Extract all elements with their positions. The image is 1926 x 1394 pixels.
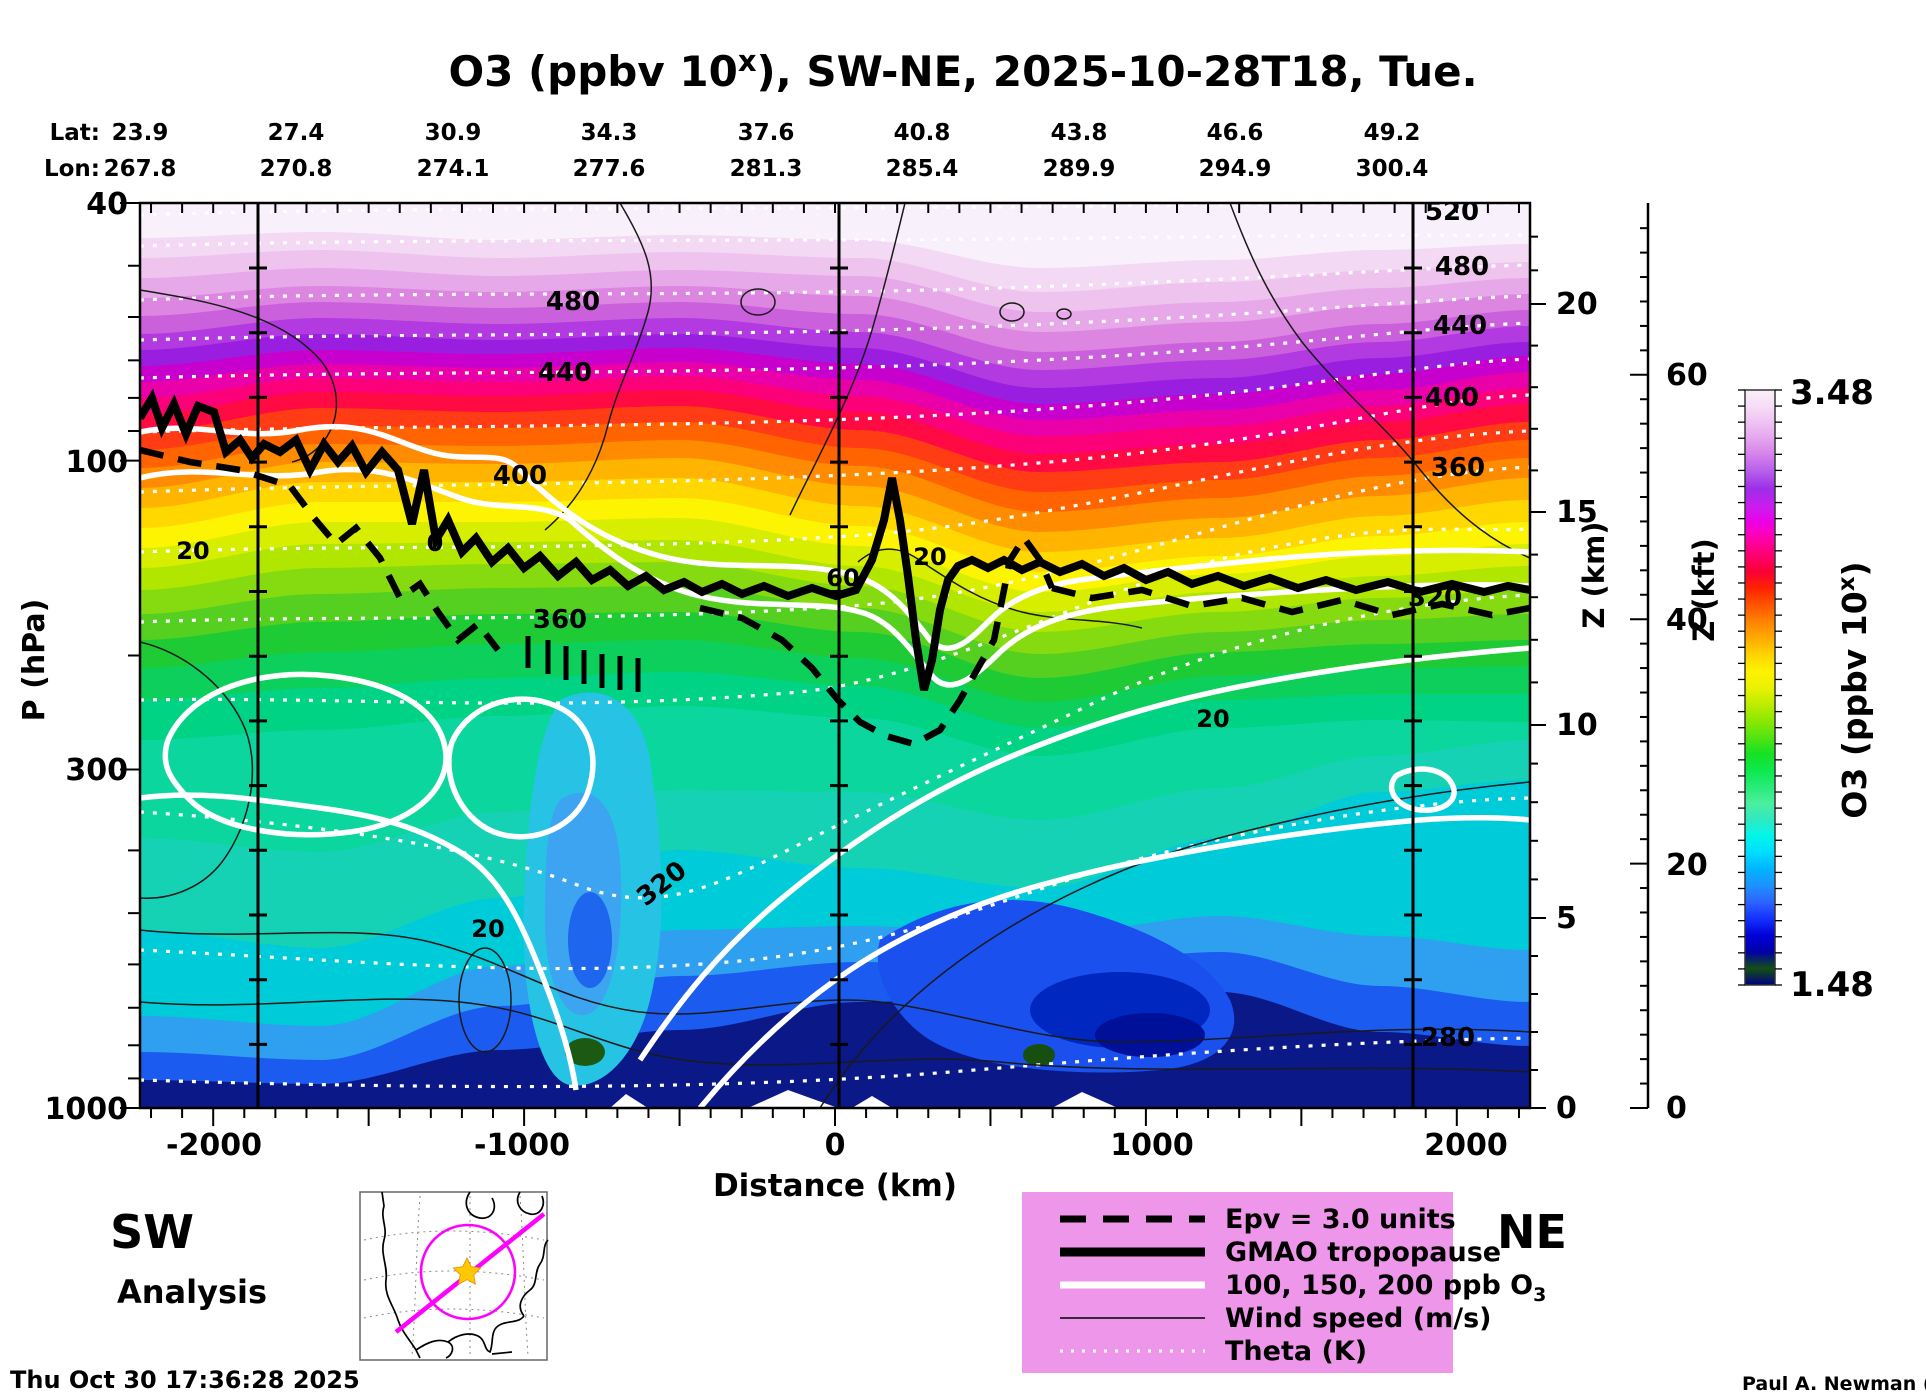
- svg-text:360: 360: [1431, 453, 1485, 483]
- lon-value: 277.6: [573, 156, 646, 182]
- svg-text:320: 320: [1408, 583, 1462, 613]
- colorbar-max: 3.48: [1790, 373, 1874, 413]
- legend-wind: Wind speed (m/s): [1225, 1303, 1491, 1334]
- theta-contours: [140, 203, 1530, 1089]
- colorbar-title: O3 (ppbv 10x): [1834, 561, 1874, 818]
- lat-value: 30.9: [425, 120, 482, 146]
- svg-text:0: 0: [427, 529, 444, 557]
- svg-text:400: 400: [1425, 383, 1479, 413]
- lat-value: 46.6: [1207, 120, 1264, 146]
- lon-value: 300.4: [1356, 156, 1429, 182]
- svg-text:100: 100: [65, 445, 128, 480]
- svg-text:40: 40: [1666, 603, 1708, 638]
- lon-value: 267.8: [104, 156, 177, 182]
- legend-epv: Epv = 3.0 units: [1225, 1204, 1456, 1235]
- lon-value: 294.9: [1199, 156, 1272, 182]
- svg-text:480: 480: [1435, 252, 1489, 282]
- lat-label: Lat:: [50, 120, 100, 146]
- svg-text:0: 0: [1666, 1091, 1687, 1126]
- lat-value: 34.3: [581, 120, 638, 146]
- svg-text:20: 20: [176, 537, 209, 565]
- svg-text:20: 20: [1196, 705, 1229, 733]
- svg-text:40: 40: [86, 187, 128, 222]
- lat-lon-header: Lat: Lon: 23.9 27.4 30.9 34.3 37.6 40.8 …: [44, 120, 1428, 182]
- reference-lines: [249, 203, 1422, 1108]
- svg-text:20: 20: [913, 543, 946, 571]
- svg-text:20: 20: [1666, 848, 1708, 883]
- theta-labels: 520 480 440 400 360 320 520 480 440 400 …: [493, 197, 1489, 1053]
- location-star-icon: [452, 1257, 482, 1285]
- svg-text:280: 280: [1421, 1023, 1475, 1053]
- svg-text:1000: 1000: [1110, 1128, 1194, 1163]
- credit: Paul A. Newman (NASA: [1742, 1373, 1926, 1394]
- lon-value: 274.1: [417, 156, 490, 182]
- legend: Epv = 3.0 units GMAO tropopause 100, 150…: [1022, 1192, 1546, 1373]
- svg-text:0: 0: [1556, 1091, 1577, 1126]
- z-km-axis-title: Z (km): [1577, 521, 1611, 628]
- svg-text:20: 20: [471, 915, 504, 943]
- epv-contour: [140, 446, 1530, 748]
- analysis-label: Analysis: [117, 1273, 267, 1311]
- lon-value: 270.8: [260, 156, 333, 182]
- lat-value: 27.4: [268, 120, 325, 146]
- z-kft-axis-title: Z (kft): [1687, 538, 1721, 641]
- distance-axis: -2000 -1000 0 1000 2000 Distance (km): [166, 1128, 1508, 1204]
- tropopause-line: [140, 388, 1530, 692]
- sw-corner-label: SW: [110, 1205, 194, 1259]
- z-km-axis: 20 15 10 5 0 Z (km): [1556, 287, 1611, 1126]
- svg-text:60: 60: [826, 564, 859, 592]
- svg-text:-2000: -2000: [166, 1128, 262, 1163]
- timestamp: Thu Oct 30 17:36:28 2025: [10, 1366, 360, 1394]
- colorbar: 3.48 1.48 O3 (ppbv 10x): [1738, 373, 1874, 1005]
- map-inset: [359, 1191, 549, 1361]
- svg-text:400: 400: [493, 461, 547, 491]
- legend-tropopause: GMAO tropopause: [1225, 1237, 1501, 1268]
- svg-text:10: 10: [1556, 708, 1598, 743]
- colorbar-min: 1.48: [1790, 965, 1874, 1005]
- svg-text:300: 300: [65, 753, 128, 788]
- lat-value: 43.8: [1051, 120, 1108, 146]
- legend-o3: 100, 150, 200 ppb O3: [1225, 1270, 1546, 1306]
- pressure-axis: 40 100 300 1000 P (hPa): [17, 187, 128, 1127]
- legend-theta: Theta (K): [1225, 1336, 1367, 1367]
- o3-filled-contours: 520 480 440 400 360 320 520 480 440 400 …: [140, 197, 1530, 1108]
- svg-text:60: 60: [1666, 358, 1708, 393]
- svg-text:5: 5: [1556, 901, 1577, 936]
- svg-text:1000: 1000: [45, 1092, 129, 1127]
- page-title: O3 (ppbv 10x), SW-NE, 2025-10-28T18, Tue…: [448, 44, 1477, 96]
- epv-hatch-marks: [525, 636, 641, 692]
- lat-value: 23.9: [112, 120, 169, 146]
- lon-label: Lon:: [44, 156, 100, 182]
- svg-text:440: 440: [1433, 311, 1487, 341]
- svg-text:520: 520: [1425, 197, 1479, 227]
- svg-text:-1000: -1000: [474, 1128, 570, 1163]
- svg-text:360: 360: [533, 605, 587, 635]
- z-kft-axis: 60 40 20 0 Z (kft): [1630, 203, 1721, 1126]
- lat-value: 40.8: [894, 120, 951, 146]
- pressure-axis-title: P (hPa): [17, 599, 52, 722]
- coastline: [381, 1191, 549, 1359]
- wind-labels: 20 0 20 60 20 20: [176, 529, 1229, 943]
- lon-value: 285.4: [886, 156, 959, 182]
- distance-axis-title: Distance (km): [713, 1168, 957, 1204]
- range-circle: [419, 1223, 517, 1321]
- svg-text:0: 0: [825, 1128, 846, 1163]
- lon-value: 289.9: [1043, 156, 1116, 182]
- lat-value: 49.2: [1364, 120, 1421, 146]
- svg-text:440: 440: [538, 358, 592, 388]
- svg-text:15: 15: [1556, 495, 1598, 530]
- svg-text:20: 20: [1556, 287, 1598, 322]
- ne-corner-label: NE: [1497, 1205, 1567, 1259]
- axis-ticks: [120, 202, 1546, 1126]
- lon-value: 281.3: [730, 156, 803, 182]
- svg-text:480: 480: [546, 287, 600, 317]
- lat-value: 37.6: [738, 120, 795, 146]
- svg-text:2000: 2000: [1424, 1128, 1508, 1163]
